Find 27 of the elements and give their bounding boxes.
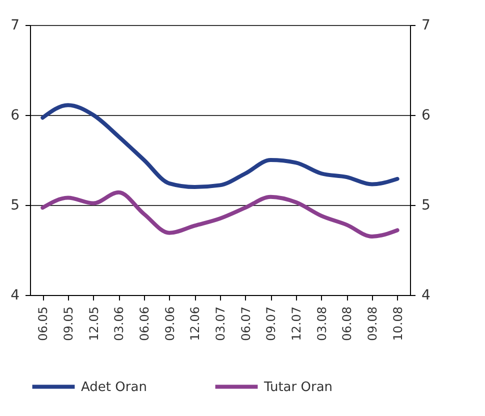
x-tick-label: 06.08 (340, 306, 354, 341)
x-tick-label: 12.07 (290, 306, 304, 341)
x-tick-label: 12.06 (188, 306, 202, 341)
y2-tick-label: 5 (422, 198, 430, 214)
x-tick-label: 03.06 (112, 306, 126, 341)
y-tick-label: 6 (10, 108, 20, 124)
y2-tick-label: 6 (422, 108, 430, 124)
line-series (40, 190, 400, 238)
y2-tick-label: 7 (422, 18, 430, 34)
y-tick-label: 7 (10, 18, 20, 34)
legend-label: Tutar Oran (263, 380, 333, 395)
x-tick-label: 10.08 (390, 306, 405, 341)
x-tick-label: 09.05 (62, 306, 76, 341)
x-tick-label: 06.05 (36, 306, 50, 341)
legend-label: Adet Oran (81, 380, 147, 395)
x-tick-label: 03.08 (314, 306, 329, 341)
x-tick-label: 09.08 (366, 306, 380, 341)
line-series (40, 103, 400, 189)
x-tick-label: 06.07 (238, 306, 253, 341)
x-tick-label: 12.05 (86, 306, 101, 341)
x-tick-label: 03.07 (214, 306, 228, 341)
x-tick-label: 06.06 (138, 306, 152, 341)
x-tick-label: 09.07 (264, 306, 278, 341)
y-tick-label: 4 (10, 288, 20, 304)
y-tick-label: 5 (10, 198, 20, 214)
y2-tick-label: 4 (422, 288, 430, 304)
x-tick-label: 09.06 (162, 306, 177, 341)
